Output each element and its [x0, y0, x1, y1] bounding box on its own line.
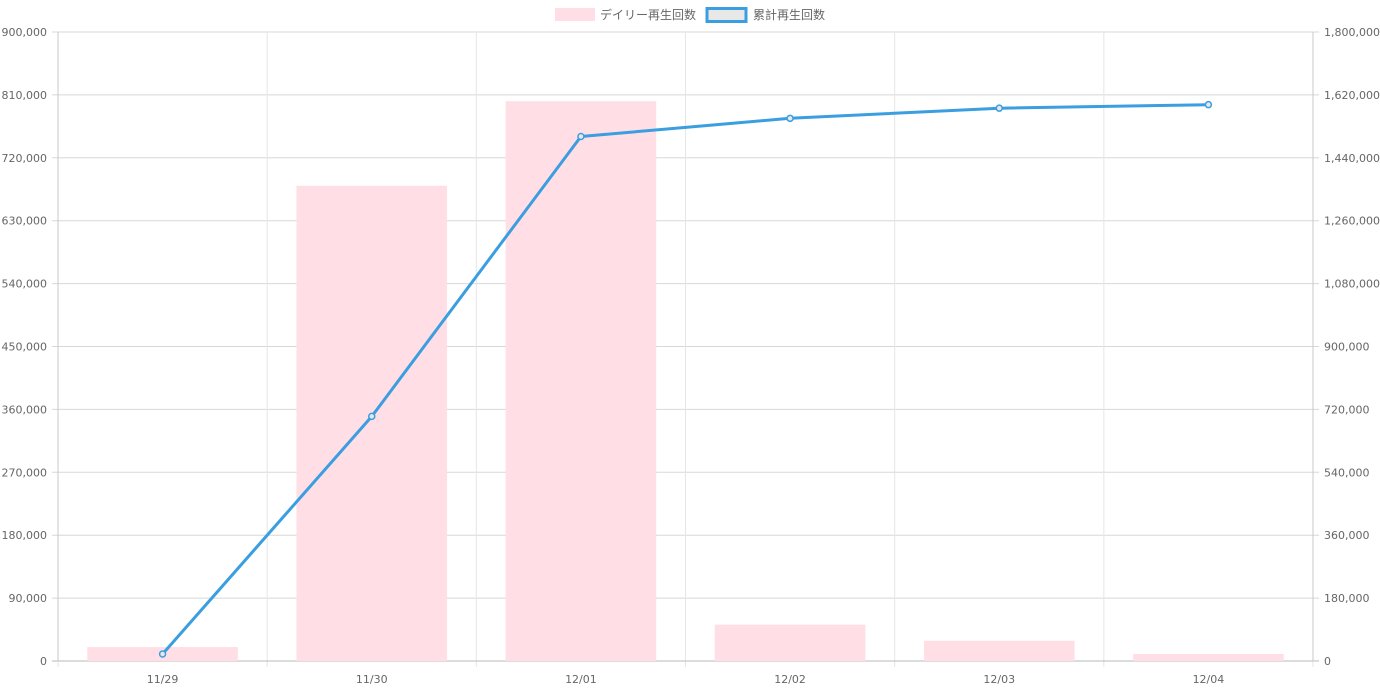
- tick-labels: 0 0 90,000 180,000 180,000 360,000 270,000 540,…: [2, 26, 1380, 686]
- line-point[interactable]: [786, 114, 794, 123]
- y-right-tick-label: 1,620,000: [1324, 89, 1380, 102]
- axes: [57, 32, 1314, 662]
- y-left-tick-label: 360,000: [2, 403, 48, 416]
- bar[interactable]: [714, 624, 866, 661]
- y-right-tick-label: 1,440,000: [1324, 152, 1380, 165]
- x-tick-label: 11/29: [147, 673, 179, 686]
- legend-item-cumulative[interactable]: 累計再生回数: [705, 7, 825, 23]
- y-left-tick-label: 810,000: [2, 89, 48, 102]
- legend-label-daily: デイリー再生回数: [600, 7, 696, 22]
- y-left-tick-label: 630,000: [2, 215, 48, 228]
- y-right-tick-label: 180,000: [1324, 592, 1370, 605]
- y-right-tick-label: 900,000: [1324, 341, 1370, 354]
- x-tick-label: 12/02: [774, 673, 806, 686]
- y-left-tick-label: 270,000: [2, 466, 48, 479]
- y-left-tick-label: 540,000: [2, 278, 48, 291]
- bar[interactable]: [923, 640, 1075, 661]
- line-series-cumulative: [158, 100, 1213, 658]
- bar[interactable]: [1133, 654, 1284, 661]
- legend-swatch-daily: [555, 8, 595, 21]
- y-right-tick-label: 720,000: [1324, 403, 1370, 416]
- y-right-tick-label: 0: [1324, 655, 1331, 668]
- x-tick-label: 11/30: [356, 673, 388, 686]
- y-left-tick-label: 900,000: [2, 26, 48, 39]
- y-left-tick-label: 720,000: [2, 152, 48, 165]
- bar[interactable]: [505, 101, 657, 661]
- y-left-tick-label: 450,000: [2, 341, 48, 354]
- y-right-tick-label: 540,000: [1324, 466, 1370, 479]
- y-right-tick-label: 1,260,000: [1324, 215, 1380, 228]
- line-point[interactable]: [368, 412, 376, 421]
- line-point[interactable]: [995, 104, 1003, 112]
- line-point[interactable]: [158, 650, 167, 658]
- y-right-tick-label: 360,000: [1324, 529, 1370, 542]
- bar[interactable]: [296, 185, 448, 661]
- line-point[interactable]: [1204, 100, 1213, 109]
- legend-item-daily[interactable]: デイリー再生回数: [555, 7, 696, 22]
- cumulative-line-path: [161, 103, 1209, 655]
- line-point[interactable]: [577, 132, 585, 141]
- x-tick-label: 12/01: [565, 673, 597, 686]
- x-tick-label: 12/04: [1193, 673, 1225, 686]
- legend: デイリー再生回数 累計再生回数: [555, 7, 825, 23]
- legend-label-cumulative: 累計再生回数: [753, 7, 825, 22]
- y-left-tick-label: 90,000: [9, 592, 48, 605]
- y-left-tick-label: 180,000: [2, 529, 48, 542]
- x-tick-label: 12/03: [983, 673, 1015, 686]
- y-right-tick-label: 1,080,000: [1324, 278, 1380, 291]
- y-right-tick-label: 1,800,000: [1324, 26, 1380, 39]
- legend-swatch-cumulative: [705, 7, 748, 23]
- y-left-tick-label: 0: [40, 655, 47, 668]
- bar-series-daily: [87, 101, 1284, 661]
